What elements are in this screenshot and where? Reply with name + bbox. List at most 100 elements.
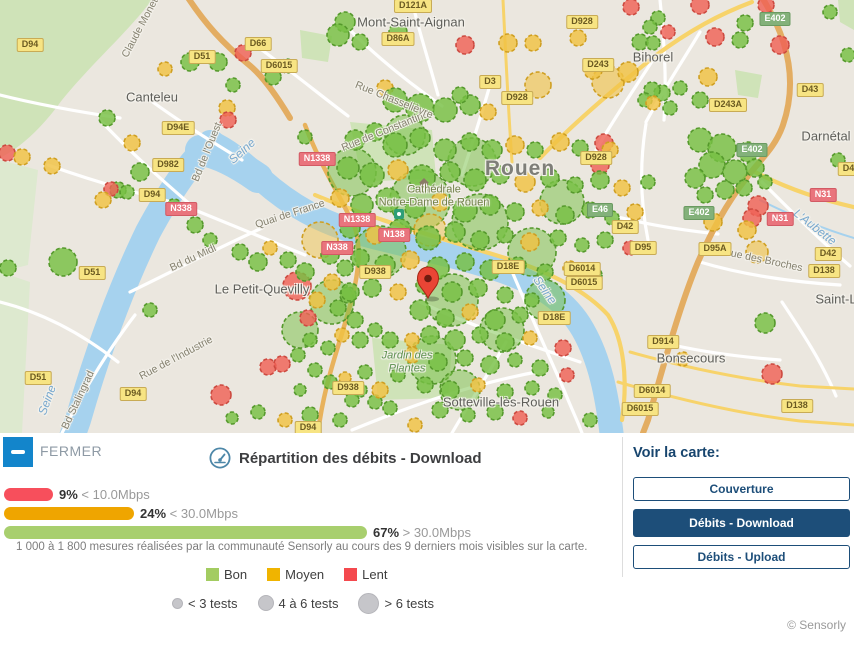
measurement-dot-good	[439, 161, 461, 183]
road	[60, 313, 137, 433]
quality-legend: Bon Moyen Lent	[206, 567, 387, 582]
measurement-dot-good	[698, 151, 726, 179]
route-shield: D6014	[633, 384, 671, 398]
measurement-dot-slow	[761, 363, 783, 385]
measurement-dot-good	[481, 139, 503, 161]
quality-legend-item: Moyen	[267, 567, 324, 582]
route-shield: D6015	[621, 402, 659, 416]
road	[128, 226, 264, 294]
route-shield: D42	[814, 247, 842, 261]
measurement-dot-slow	[690, 0, 710, 15]
measurement-dot-slow	[210, 384, 232, 406]
measurement-dot-good	[479, 194, 501, 216]
measurement-dot-good	[381, 331, 399, 349]
route-shield: D243	[582, 58, 614, 72]
measurement-dot-good	[684, 167, 706, 189]
sidebar-heading: Voir la carte:	[633, 445, 720, 461]
measurement-dot-good	[440, 380, 460, 400]
measurement-dot-good	[463, 168, 487, 192]
measurement-dot-medium	[737, 220, 757, 240]
measurement-dot-good	[362, 278, 382, 298]
measurement-dot-slow	[219, 111, 237, 129]
route-shield: D938	[359, 265, 391, 279]
measurement-dot-medium	[404, 332, 420, 348]
map[interactable]: Canteleu Mont-Saint-Aignan Bihorel Rouen Le …	[0, 0, 854, 433]
results-panel: FERMER Répartition des débits - Download…	[0, 433, 854, 657]
measurement-dot-medium	[698, 67, 718, 87]
measurement-dot-medium	[407, 417, 423, 433]
measurement-dot-good	[444, 221, 466, 243]
park-area	[0, 160, 38, 272]
panel-title: Répartition des débits - Download	[239, 450, 482, 467]
measurement-dot-good	[302, 332, 318, 348]
route-shield: N1338	[298, 152, 336, 166]
measurement-dot-good	[650, 10, 666, 26]
measurement-dot-good	[480, 355, 500, 375]
map-layer-button-d-bits-download[interactable]: Débits - Download	[633, 509, 850, 537]
measurement-dot-slow	[770, 35, 790, 55]
measurement-dot-good	[231, 243, 249, 261]
measurement-dot-good	[640, 174, 656, 190]
route-shield: N338	[321, 241, 353, 255]
aubette-stream	[759, 199, 854, 239]
measurement-dot-slow	[455, 35, 475, 55]
map-layer-button-d-bits-upload[interactable]: Débits - Upload	[633, 545, 850, 569]
measurement-dot-good	[433, 138, 457, 162]
measurement-dot-medium	[520, 232, 540, 252]
route-shield: D94	[119, 387, 147, 401]
primary-road	[628, 350, 854, 391]
close-panel-button[interactable]	[3, 437, 33, 467]
measurement-dot-good	[415, 225, 441, 251]
measurement-dot-good	[416, 376, 434, 394]
rate-bar-row: 67% > 30.0Mbps	[4, 523, 471, 542]
measurement-dot-slow	[512, 410, 528, 426]
measurement-dot-good	[745, 158, 765, 178]
route-shield: D95	[629, 241, 657, 255]
measurement-dot-good	[382, 132, 408, 158]
measurement-dot-good	[130, 162, 150, 182]
measurement-dot-good	[757, 174, 773, 190]
tests-label: > 6 tests	[384, 595, 434, 611]
measurement-dot-medium	[308, 291, 326, 309]
transit-poi-icon	[394, 209, 404, 219]
route-shield: N1338	[338, 213, 376, 227]
quality-color-swatch	[344, 568, 358, 581]
measurement-dot-good	[48, 247, 78, 277]
quality-label: Bon	[224, 567, 248, 582]
measurement-dot-good	[460, 132, 480, 152]
rate-bar	[4, 507, 134, 520]
tests-count-legend: < 3 tests 4 à 6 tests > 6 tests	[172, 591, 434, 615]
rate-bar-label: 67% > 30.0Mbps	[373, 525, 471, 540]
road	[188, 206, 307, 257]
measurement-dot-good	[225, 77, 241, 93]
measurement-dot-good	[350, 193, 374, 217]
measurement-dot-good	[408, 164, 436, 192]
route-shield: D6015	[565, 276, 603, 290]
route-shield: D86A	[381, 32, 415, 46]
route-shield: D6015	[260, 59, 298, 73]
measurement-dot-good	[582, 412, 598, 428]
route-shield: D43	[796, 83, 824, 97]
measurement-dot-medium	[613, 179, 631, 197]
measurement-dot-good	[471, 326, 489, 344]
measurement-dot-good	[642, 19, 658, 35]
close-panel-label[interactable]: FERMER	[40, 443, 103, 459]
measures-info-text: 1 000 à 1 800 mesures réalisées par la c…	[16, 541, 588, 553]
route-shield: N138	[378, 228, 410, 242]
minus-icon	[11, 450, 25, 454]
road	[148, 98, 244, 162]
measurement-dot-medium	[123, 134, 141, 152]
road	[253, 43, 350, 118]
map-layer-button-couverture[interactable]: Couverture	[633, 477, 850, 501]
measurement-dot-good	[691, 91, 709, 109]
quality-color-swatch	[206, 568, 219, 581]
route-shield: D928	[566, 15, 598, 29]
route-shield: D928	[501, 91, 533, 105]
route-shield: D66	[244, 37, 272, 51]
route-shield: D94	[138, 188, 166, 202]
measurement-dot-good	[432, 97, 458, 123]
map-canvas	[0, 0, 854, 433]
map-marker-pin[interactable]	[416, 266, 440, 302]
route-shield: D938	[332, 381, 364, 395]
